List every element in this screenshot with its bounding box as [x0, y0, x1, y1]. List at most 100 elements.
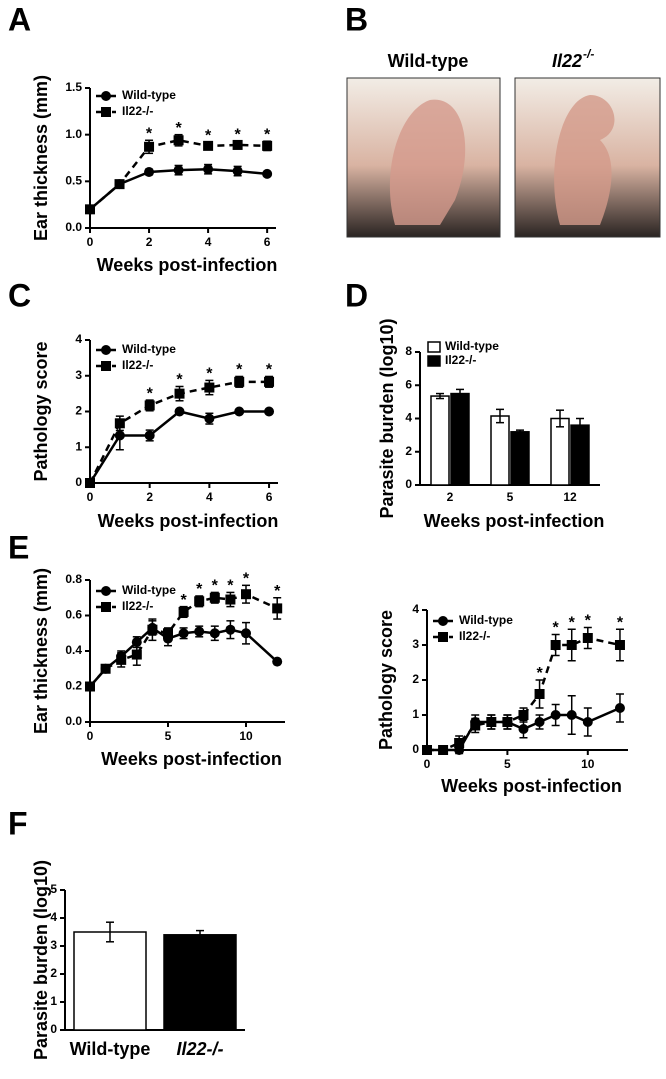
y-tick-label: 0 [50, 1022, 57, 1036]
legend-label: Wild-type [122, 88, 176, 102]
marker [272, 603, 283, 614]
marker [566, 710, 577, 720]
y-axis-label: Pathology score [376, 610, 396, 750]
x-tick-label: 0 [87, 490, 94, 504]
marker [178, 628, 189, 639]
legend-label: Wild-type [122, 583, 176, 597]
marker [100, 663, 111, 674]
x-axis-label: Weeks post-infection [97, 255, 278, 275]
marker [264, 376, 275, 387]
marker [264, 406, 275, 417]
y-tick-label: 1 [75, 439, 82, 453]
photo [514, 77, 661, 238]
y-tick-label: 0.5 [65, 174, 82, 188]
panel-label: A [8, 1, 31, 37]
x-tick-label: 0 [87, 235, 94, 249]
marker [101, 602, 111, 612]
photo-label-sup: -/- [583, 47, 594, 61]
panel-label: F [8, 805, 28, 841]
marker [518, 710, 529, 720]
significance: * [175, 120, 182, 137]
photo-label: Wild-type [388, 51, 469, 71]
marker [173, 135, 184, 146]
marker [85, 478, 95, 488]
y-tick-label: 4 [50, 910, 57, 924]
y-axis-label: Parasite burden (log10) [31, 860, 51, 1060]
marker [470, 720, 481, 731]
marker [204, 413, 215, 424]
marker [101, 91, 111, 101]
significance: * [585, 613, 592, 630]
y-tick-label: 3 [412, 637, 419, 651]
y-tick-label: 2 [405, 444, 412, 458]
y-tick-label: 8 [405, 344, 412, 358]
marker [194, 596, 205, 607]
panel-label: E [8, 529, 29, 565]
y-tick-label: 2 [75, 404, 82, 418]
significance: * [236, 362, 243, 379]
x-tick-label: Il22-/- [176, 1039, 223, 1059]
y-tick-label: 0.6 [65, 608, 82, 622]
photo [346, 77, 501, 238]
y-tick-label: 0.2 [65, 679, 82, 693]
y-tick-label: 0.0 [65, 714, 82, 728]
significance: * [146, 125, 153, 142]
significance: * [180, 592, 187, 609]
marker [422, 745, 432, 755]
x-tick-label: 5 [165, 729, 172, 743]
x-tick-label: 0 [424, 757, 431, 771]
marker [204, 382, 215, 393]
significance: * [176, 372, 183, 389]
x-tick-label: 6 [264, 235, 271, 249]
x-tick-label: Wild-type [70, 1039, 151, 1059]
x-tick-label: 10 [239, 729, 253, 743]
marker [582, 717, 593, 727]
y-tick-label: 2 [412, 672, 419, 686]
significance: * [206, 366, 213, 383]
marker [272, 656, 283, 667]
bar [490, 415, 510, 486]
y-tick-label: 6 [405, 377, 412, 391]
significance: * [243, 571, 250, 588]
x-axis-label: Weeks post-infection [98, 511, 279, 531]
significance: * [227, 578, 234, 595]
y-tick-label: 0 [75, 475, 82, 489]
marker [454, 738, 465, 748]
x-tick-label: 4 [205, 235, 212, 249]
y-tick-label: 1.0 [65, 127, 82, 141]
x-tick-label: 2 [146, 490, 153, 504]
x-axis-label: Weeks post-infection [441, 776, 622, 796]
y-tick-label: 3 [75, 368, 82, 382]
marker [241, 589, 251, 600]
y-tick-label: 0.8 [65, 572, 82, 586]
x-axis-label: Weeks post-infection [101, 749, 282, 769]
x-tick-label: 4 [206, 490, 213, 504]
marker [114, 430, 125, 441]
marker [582, 633, 593, 643]
marker [203, 140, 214, 151]
marker [614, 703, 625, 713]
significance: * [147, 385, 154, 402]
y-tick-label: 0 [405, 477, 412, 491]
significance: * [266, 362, 273, 379]
significance: * [205, 127, 212, 144]
marker [438, 616, 448, 626]
legend-label: Wild-type [445, 339, 499, 353]
marker [194, 626, 205, 637]
marker [114, 418, 125, 429]
marker [147, 624, 158, 635]
y-tick-label: 2 [50, 966, 57, 980]
y-axis-label: Ear thickness (mm) [31, 568, 51, 734]
legend-label: Il22-/- [445, 353, 476, 367]
y-axis-label: Parasite burden (log10) [377, 318, 397, 518]
marker [209, 628, 220, 639]
marker [566, 640, 577, 650]
significance: * [264, 126, 271, 143]
legend-label: Wild-type [122, 342, 176, 356]
marker [225, 594, 236, 605]
marker [173, 165, 184, 176]
bar [570, 424, 590, 486]
legend-label: Il22-/- [459, 629, 490, 643]
marker [174, 388, 185, 399]
x-tick-label: 6 [266, 490, 273, 504]
